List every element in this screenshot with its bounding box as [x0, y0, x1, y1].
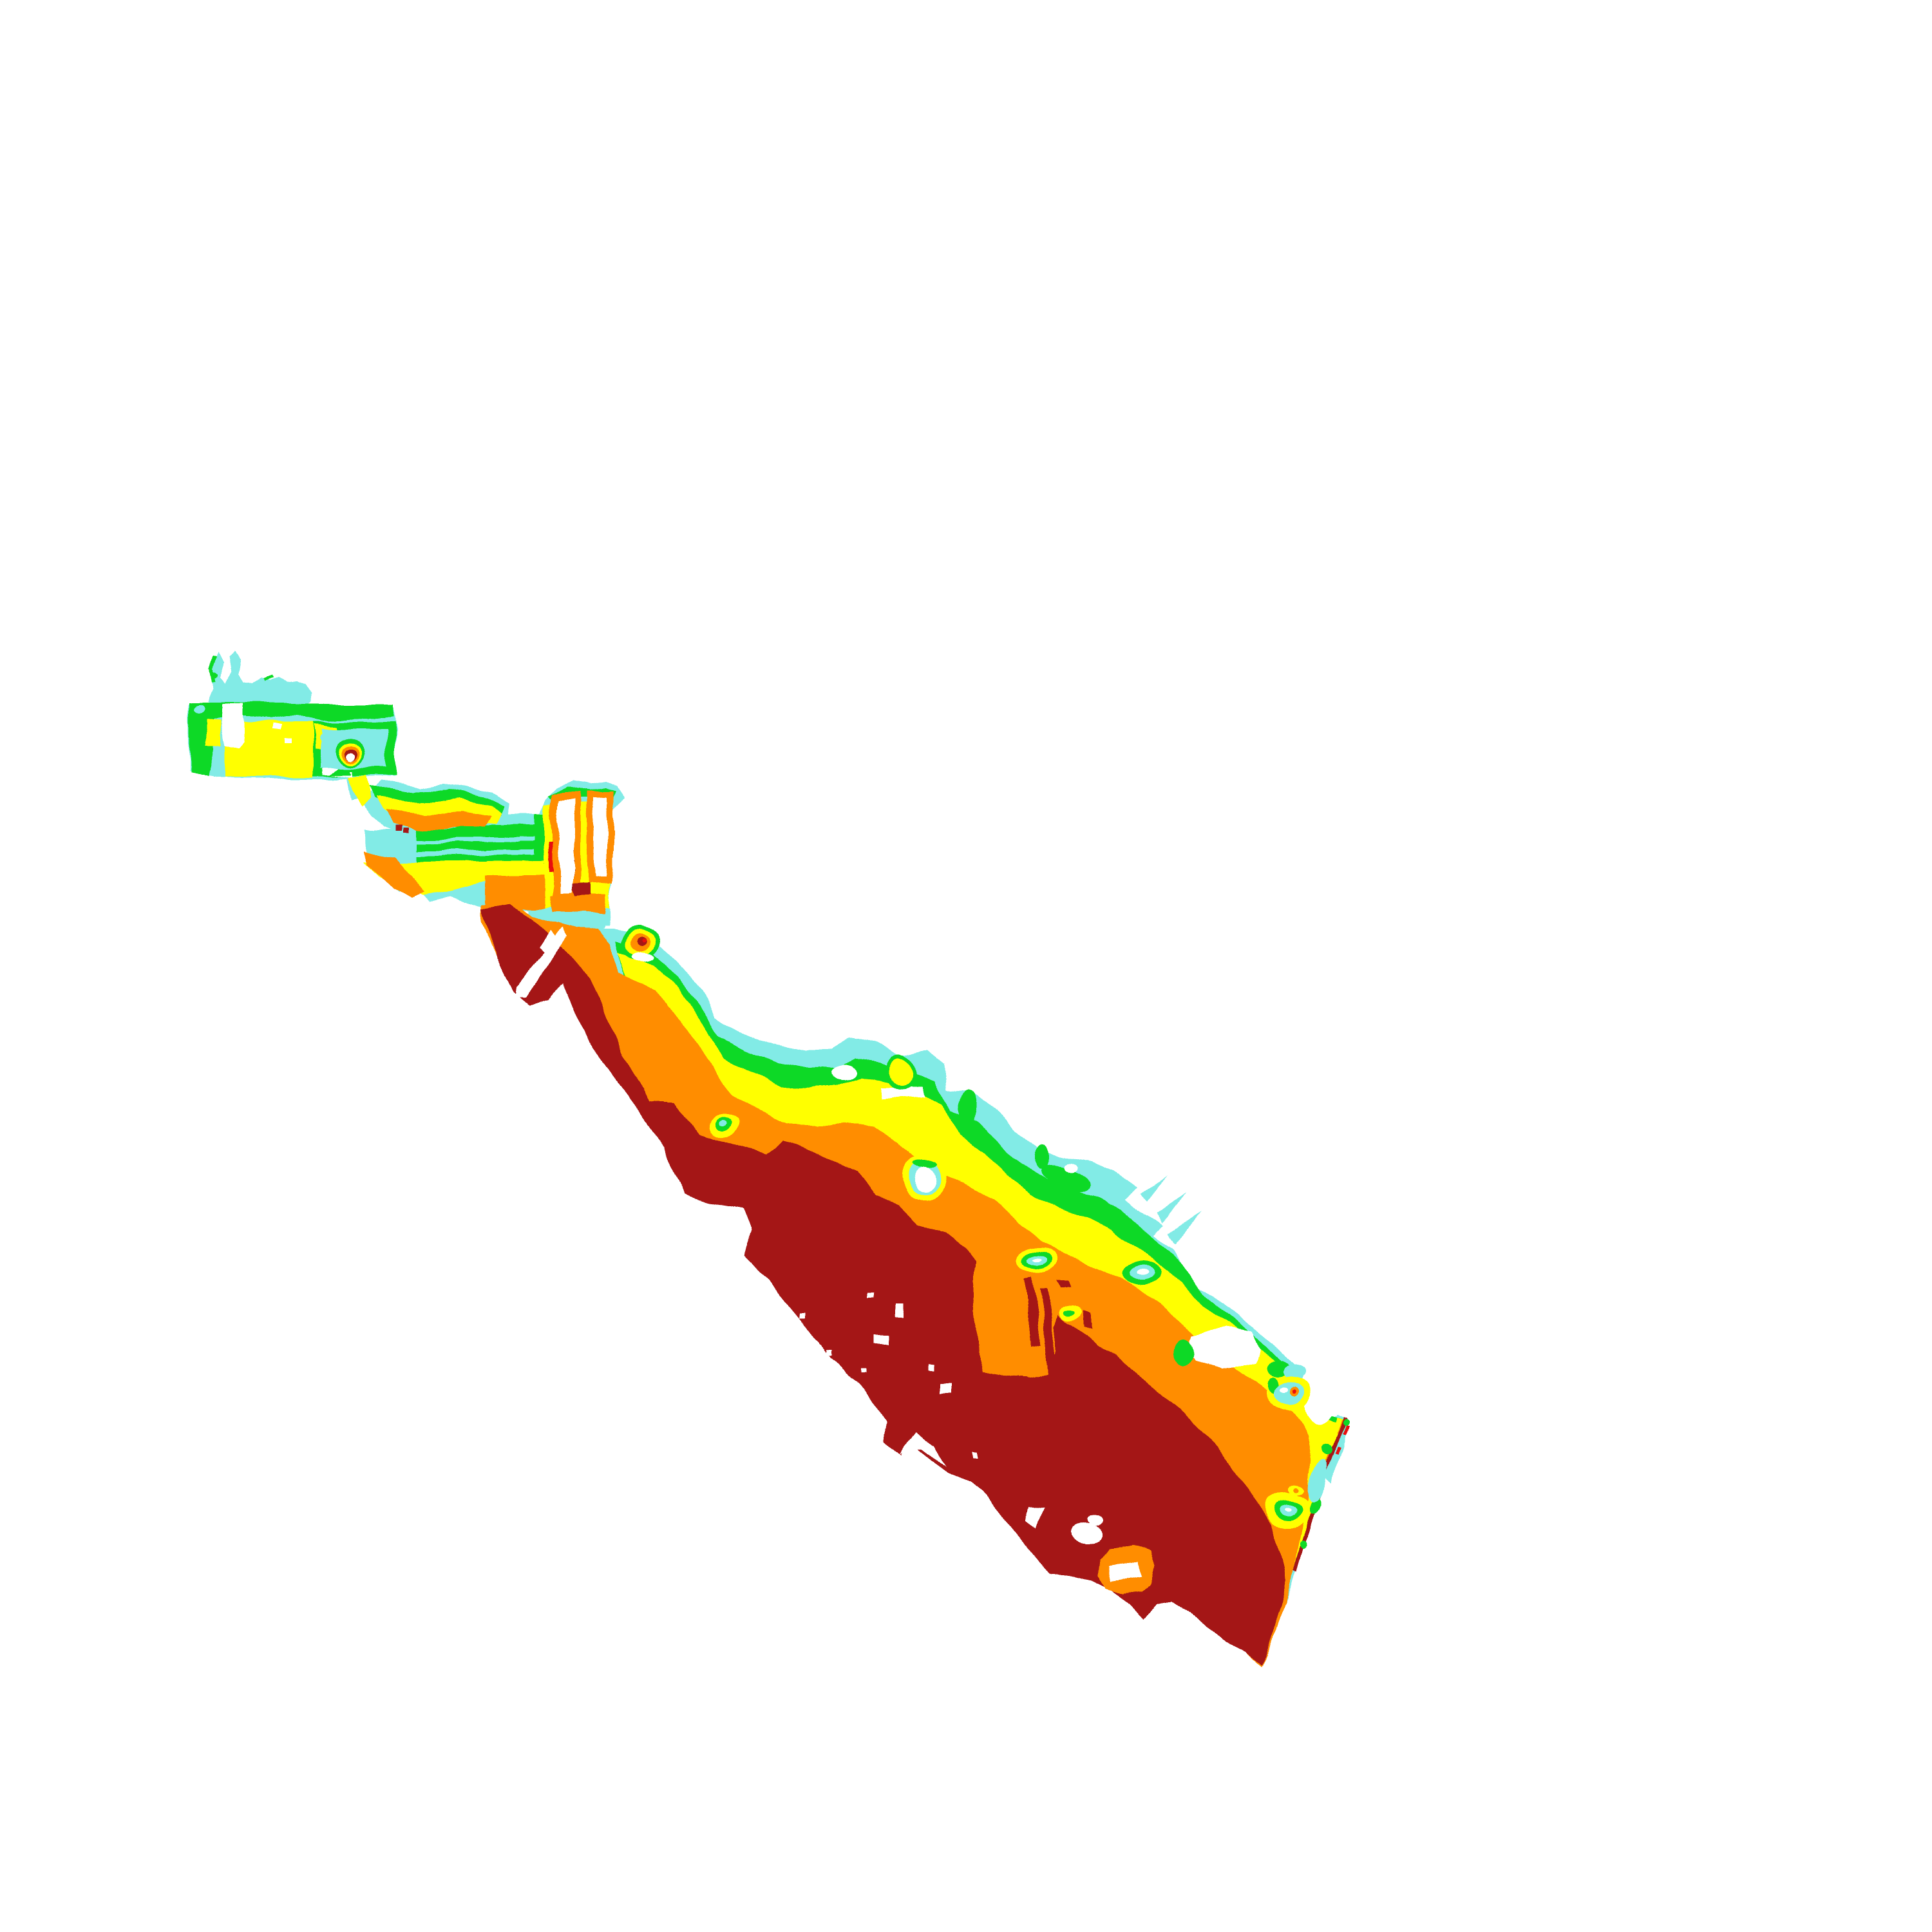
tail-block-pocket-white [222, 705, 245, 748]
pocket-d-cyan [1284, 1364, 1305, 1379]
shelf-green-blob [1034, 1143, 1050, 1169]
blob-sprig-dot-green [210, 669, 216, 676]
cape-pocket-white [1087, 1515, 1103, 1525]
tip-cyan-patch [1307, 1460, 1329, 1502]
egg-yellow [889, 1056, 911, 1087]
coast-pocket-white-d [1187, 1328, 1261, 1368]
accent-red-layer [549, 842, 1348, 1454]
pocket-white [915, 1167, 934, 1193]
b5-green [1063, 1310, 1075, 1315]
b2-red-dot [1294, 1390, 1298, 1394]
shelf-pocket-white [1066, 1163, 1079, 1171]
edge-red-flecks [1336, 1425, 1348, 1454]
pocket-d-green [1267, 1359, 1290, 1378]
b3-white [1285, 1508, 1291, 1512]
shelf-green-blob [1041, 1164, 1091, 1190]
channels-bottom-orange [551, 895, 607, 914]
isthmus-west-orange [365, 851, 426, 898]
edge-pocket-orange-dot [1293, 1486, 1298, 1492]
neck-yellow [348, 775, 372, 806]
pocket-green-arc [913, 1159, 936, 1168]
lagoon-bottom-blob-darkred [571, 884, 591, 898]
cape-pocket-white [1070, 1524, 1104, 1544]
tail-left-yellow-sliver [206, 720, 223, 747]
main-darkred-core [482, 903, 1287, 1665]
tail-cyan-wedge [193, 706, 204, 714]
shelf-green-blob [960, 1090, 978, 1123]
b2-white-fleck [1281, 1387, 1290, 1392]
tip-green-dot [1341, 1419, 1348, 1425]
lagoon2-white [592, 796, 608, 876]
south-bay-white [899, 1434, 947, 1466]
panel-slash-darkred-2 [1039, 1288, 1057, 1377]
shelf-pocket-white [829, 1063, 858, 1080]
stripe-green-1 [417, 826, 542, 840]
tip-green-patch [1308, 1498, 1320, 1516]
tip-green-patch [1300, 1542, 1307, 1549]
shelf-green-blob [1112, 1217, 1136, 1233]
bullseye-white-arc [634, 952, 654, 961]
island-group [189, 649, 1348, 1667]
south-feature-white-rect [1108, 1561, 1142, 1582]
tip-notch-white [1305, 1373, 1338, 1425]
lagoon1-white [557, 799, 576, 895]
blob-sprig-green [208, 652, 274, 683]
coast-cyan-spikes [1139, 1175, 1203, 1244]
tip-green-patch [1321, 1443, 1332, 1455]
shelf-green-blob [1143, 1244, 1162, 1258]
lake-center-white [1034, 1257, 1043, 1261]
shelf-green-blob [1079, 1193, 1111, 1213]
bulge-orange [386, 809, 489, 829]
stripe-green-2 [417, 841, 542, 851]
tail-ring2-white [346, 753, 354, 761]
zone-darkred-layer [398, 825, 1346, 1665]
b2-cyan [1275, 1383, 1306, 1405]
shelf-pocket-white-l3 [881, 1087, 925, 1099]
panel-slash-darkred-1 [1024, 1277, 1040, 1347]
lagoon1-west-lining-red [549, 842, 554, 873]
tail-yellow-block [227, 721, 313, 777]
diagonal-slit-white [515, 926, 568, 997]
mini-bullseye-cyan [717, 1120, 726, 1126]
bullseye-red [641, 938, 645, 942]
tail-yellow-holes-white [273, 724, 294, 742]
ringed-features-layer [193, 706, 1348, 1595]
pocket-d-green [1173, 1338, 1194, 1367]
tail-blob-cyan [207, 649, 313, 707]
lake-center-white [1137, 1270, 1150, 1276]
